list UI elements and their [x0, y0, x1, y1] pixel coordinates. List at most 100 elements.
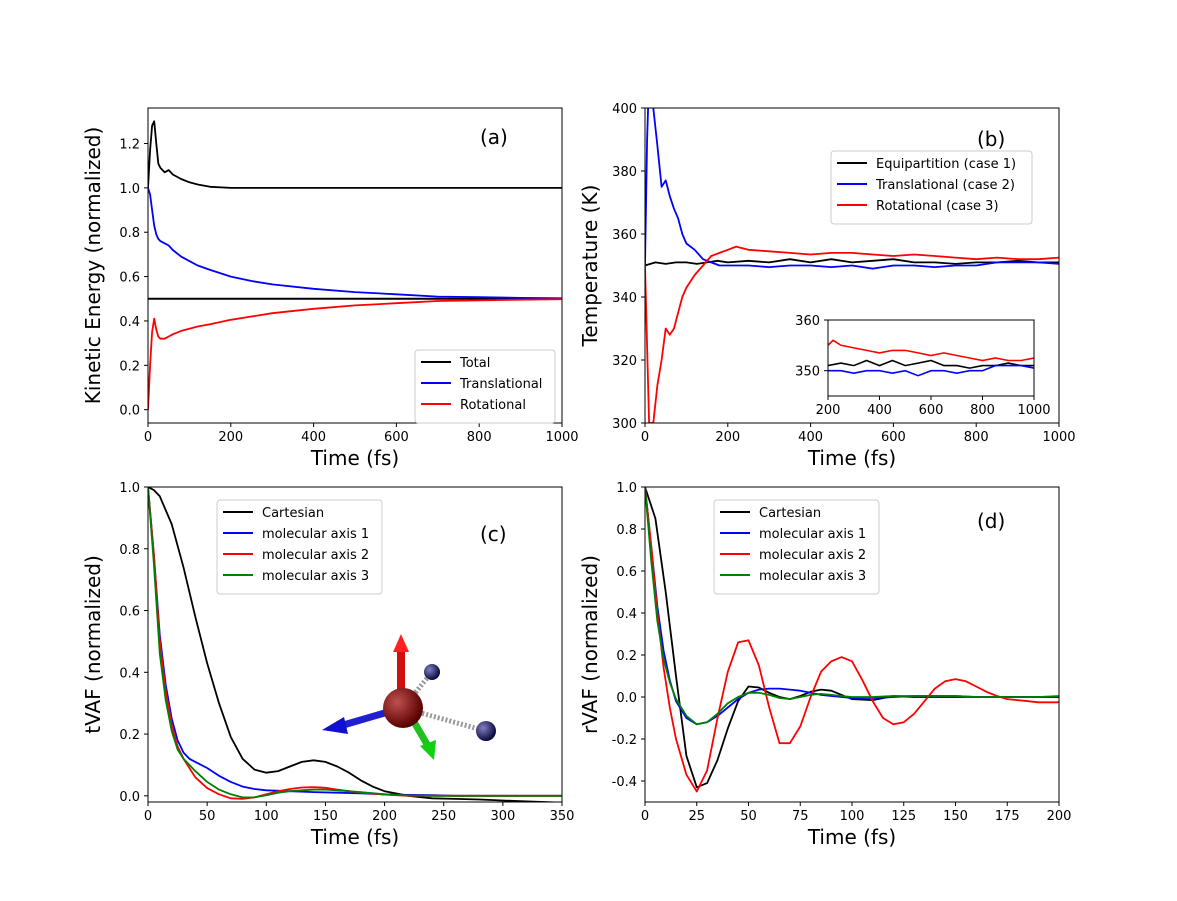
inset-x-tick-label: 400: [867, 403, 892, 418]
legend-label: Cartesian: [759, 506, 821, 521]
panel-d: 0 25 50 75 100 125 150 175 200 -0.4 -0.2 0.0 0.2 0.4 0…: [578, 481, 1071, 849]
legend-label: Equipartition (case 1): [876, 157, 1016, 172]
y-tick-label: 300: [612, 417, 637, 432]
x-axis-label: Time (fs): [310, 446, 399, 470]
x-tick-label: 600: [384, 430, 409, 445]
y-tick-label: 0.0: [119, 790, 140, 805]
y-tick-label: 400: [612, 102, 637, 117]
legend-label: molecular axis 2: [262, 548, 369, 563]
x-tick-label: 100: [254, 809, 279, 824]
legend: Equipartition (case 1) Translational (cas…: [830, 150, 1033, 225]
y-tick-label: 0.4: [119, 315, 140, 330]
legend: Total Translational Rotational: [414, 349, 556, 424]
y-tick-label: 0.4: [616, 607, 637, 622]
panel-tag: (b): [977, 127, 1005, 151]
molecule-illustration: [322, 634, 496, 760]
x-axis-label: Time (fs): [807, 446, 896, 470]
series-line-1: [148, 487, 562, 802]
panel-tag: (c): [480, 522, 507, 546]
inset-x-tick-label: 200: [816, 403, 841, 418]
series-line-1: [645, 258, 1059, 267]
x-tick-label: 150: [943, 809, 968, 824]
panel-c: 0 50 100 150 200 250 300 350 0.0 0.2 0.4 0.6 0.8 1.0 T…: [81, 481, 574, 849]
y-tick-label: 360: [612, 228, 637, 243]
x-tick-label: 50: [199, 809, 216, 824]
x-tick-label: 800: [964, 430, 989, 445]
x-tick-label: 0: [641, 430, 649, 445]
inset-bg: [828, 320, 1034, 396]
y-axis-label: rVAF (normalized): [578, 555, 602, 734]
x-tick-label: 0: [144, 809, 152, 824]
inset-y-tick-label: 360: [795, 314, 820, 329]
legend-label: molecular axis 3: [262, 569, 369, 584]
axes-frame: [147, 107, 563, 424]
series-group: [148, 120, 562, 410]
inset-x-tick-label: 1000: [1017, 403, 1050, 418]
legend-label: molecular axis 1: [262, 527, 369, 542]
series-line-3: [645, 487, 1059, 793]
series-line-1: [148, 120, 562, 189]
legend-label: molecular axis 1: [759, 527, 866, 542]
series-line-1: [645, 487, 1059, 789]
legend-box: [713, 499, 880, 595]
x-tick-label: 400: [301, 430, 326, 445]
x-tick-label: 0: [144, 430, 152, 445]
panel-b: 0 200 400 600 800 1000300320340360380400Time …: [578, 102, 1076, 470]
axes-frame: [147, 486, 563, 803]
x-tick-label: 1000: [1042, 430, 1075, 445]
small-atom: [424, 664, 440, 680]
x-tick-label: 175: [995, 809, 1020, 824]
axis-arrow-green-head: [420, 740, 436, 760]
y-tick-label: -0.4: [612, 775, 637, 790]
panel-a: 0 200 400 600 800 1000 0.0 0.2 0.4 0.6 0.8 1.0 1.2 Ti…: [81, 107, 579, 470]
x-tick-label: 125: [891, 809, 916, 824]
y-tick-label: 0.8: [119, 543, 140, 558]
x-tick-label: 0: [641, 809, 649, 824]
legend-label: Rotational (case 3): [876, 199, 999, 214]
inset-line-3: [828, 339, 1034, 362]
x-tick-label: 150: [313, 809, 338, 824]
series-line-4: [148, 487, 562, 799]
series-line-3: [645, 245, 1059, 423]
y-tick-label: 1.0: [616, 481, 637, 496]
y-tick-label: 0.6: [616, 565, 637, 580]
series-line-2: [645, 108, 1059, 270]
x-tick-label: 800: [467, 430, 492, 445]
y-tick-label: 0.2: [616, 649, 637, 664]
x-tick-label: 350: [550, 809, 575, 824]
x-axis-label: Time (fs): [310, 825, 399, 849]
series-group: [645, 108, 1059, 423]
y-tick-label: 380: [612, 165, 637, 180]
y-tick-label: 340: [612, 291, 637, 306]
axis-arrow-red: [397, 650, 405, 690]
y-tick-label: 1.0: [119, 481, 140, 496]
x-tick-label: 250: [431, 809, 456, 824]
axis-arrow-blue-head: [322, 717, 348, 734]
y-tick-label: 0.8: [119, 226, 140, 241]
x-tick-label: 75: [792, 809, 809, 824]
legend-label: Translational: [459, 377, 542, 392]
x-tick-label: 600: [881, 430, 906, 445]
legend: Cartesian molecular axis 1 molecular axis …: [713, 499, 880, 595]
central-atom: [383, 688, 423, 728]
y-tick-label: 0.8: [616, 523, 637, 538]
axis-arrow-red-head: [393, 634, 409, 652]
y-tick-label: 0.0: [616, 691, 637, 706]
inset: 200 400 600 800 1000 350 360: [795, 314, 1050, 418]
x-axis-label: Time (fs): [807, 825, 896, 849]
axes-frame: [644, 107, 1060, 424]
x-tick-label: 50: [740, 809, 757, 824]
series-group: [645, 487, 1059, 793]
x-tick-label: 200: [1047, 809, 1072, 824]
y-tick-label: 0.2: [119, 359, 140, 374]
series-group: [148, 487, 562, 802]
series-line-3: [148, 298, 562, 410]
y-axis-label: Temperature (K): [578, 185, 602, 348]
x-tick-label: 200: [218, 430, 243, 445]
y-tick-label: 0.6: [119, 605, 140, 620]
x-tick-label: 25: [688, 809, 705, 824]
inset-x-tick-label: 600: [919, 403, 944, 418]
legend-box: [216, 499, 383, 595]
series-line-2: [148, 187, 562, 300]
